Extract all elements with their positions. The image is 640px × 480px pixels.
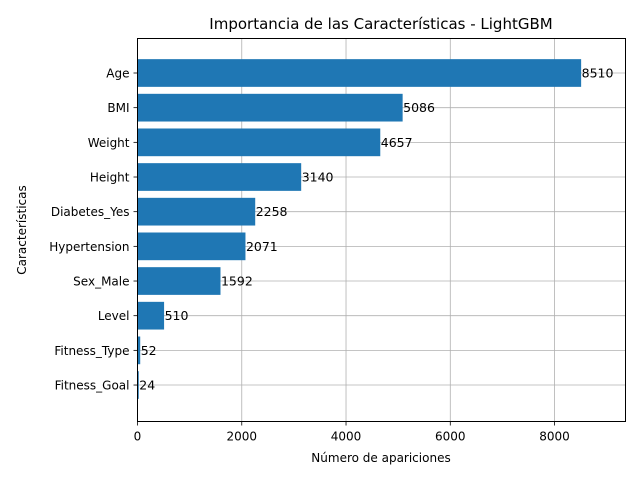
data-labels: 8510 5086 4657 3140 2258 2071 1592 510 52 24 (139, 66, 613, 393)
y-axis-label: Características (15, 185, 29, 274)
data-label: 3140 (302, 170, 334, 185)
data-label: 2258 (256, 204, 288, 219)
data-label: 1592 (221, 274, 253, 289)
y-tick-label: Diabetes_Yes (51, 205, 130, 219)
data-label: 52 (141, 343, 157, 358)
bar-age (137, 59, 582, 87)
data-label: 24 (139, 378, 155, 393)
x-axis-label: Número de apariciones (311, 451, 450, 465)
data-label: 2071 (246, 239, 278, 254)
x-tick-label: 8000 (539, 430, 570, 444)
bar-hypertension (137, 232, 246, 261)
y-tick-label: Sex_Male (73, 275, 129, 289)
bar-level (137, 301, 165, 330)
y-tick-label: Age (106, 67, 129, 81)
bars (137, 59, 582, 399)
axes-frame (137, 38, 626, 422)
chart-title: Importancia de las Características - Lig… (209, 15, 552, 33)
y-tick-label: Height (90, 171, 130, 185)
data-label: 8510 (582, 66, 614, 81)
x-tick-label: 0 (134, 430, 142, 444)
bar-bmi (137, 93, 403, 122)
y-tick-label: Hypertension (49, 240, 129, 254)
axis-ticks: 0 2000 4000 6000 8000 Age BMI Weight Height Diabe… (49, 67, 570, 444)
y-tick-label: Weight (88, 136, 130, 150)
data-label: 5086 (403, 100, 435, 115)
y-tick-label: Fitness_Type (54, 344, 129, 358)
x-tick-label: 2000 (226, 430, 257, 444)
y-tick-label: BMI (107, 101, 129, 115)
data-label: 510 (165, 308, 189, 323)
bar-weight (137, 128, 381, 157)
data-label: 4657 (381, 135, 413, 150)
x-tick-label: 6000 (435, 430, 466, 444)
y-tick-label: Fitness_Goal (55, 379, 130, 393)
bar-diabetes-yes (137, 197, 256, 226)
y-tick-label: Level (98, 309, 130, 323)
bar-fitness-goal (137, 371, 139, 399)
bar-height (137, 163, 302, 191)
x-tick-label: 4000 (331, 430, 362, 444)
bar-sex-male (137, 267, 221, 295)
bar-fitness-type (137, 336, 141, 365)
